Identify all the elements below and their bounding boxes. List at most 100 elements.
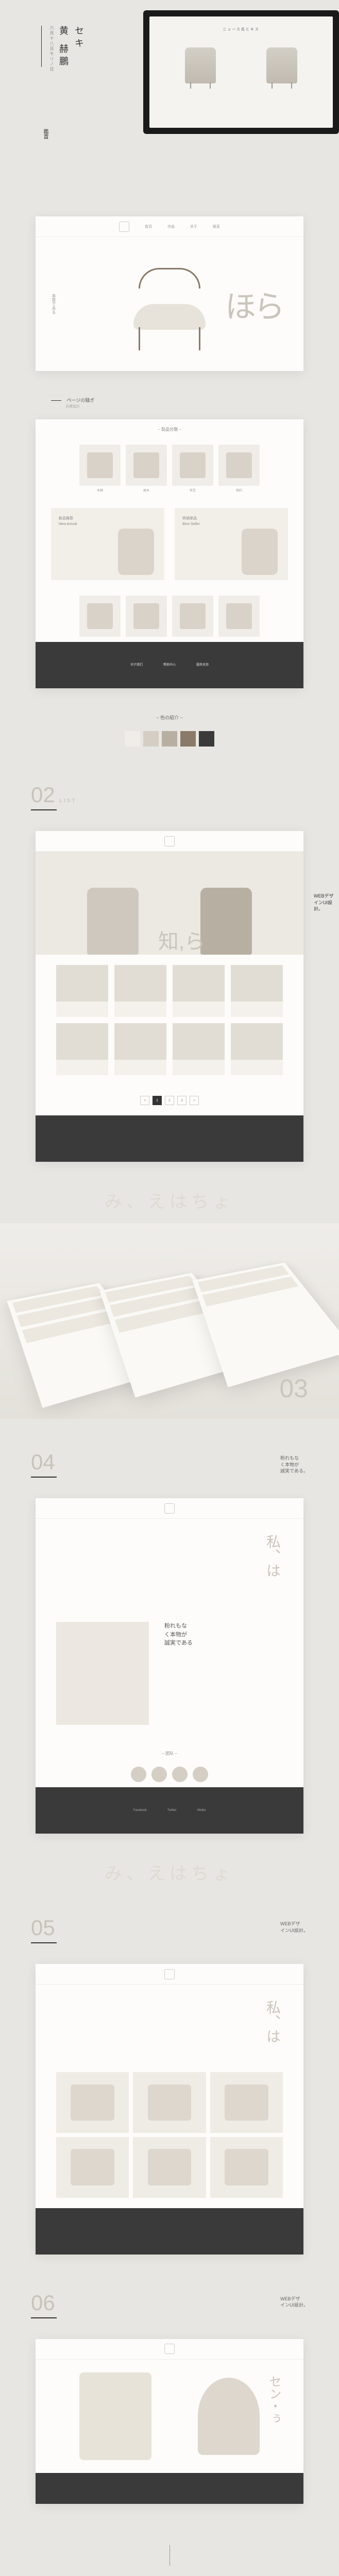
watermark-text: み、えはちょ — [0, 1177, 339, 1223]
avatar[interactable] — [193, 1767, 208, 1782]
social-button[interactable]: Facebook — [133, 1809, 147, 1812]
section-underline — [31, 1942, 57, 1943]
gallery-item[interactable] — [210, 2072, 283, 2133]
section-05-side: WEBデザ インUI設計。 — [280, 1921, 308, 1934]
chair-thumb — [242, 529, 278, 575]
social-button[interactable]: Weibo — [197, 1809, 206, 1812]
monitor-chair-row — [160, 47, 323, 83]
feature-left[interactable]: 新品推荐New Arrival — [51, 508, 164, 580]
grid-item[interactable] — [231, 965, 283, 1017]
chair-silhouette — [266, 47, 297, 83]
monitor-header-text: ニュース花とキス — [160, 27, 323, 32]
intro-sublabel: 兵庫設計 — [65, 405, 80, 409]
page-num[interactable]: 1 — [152, 1096, 162, 1105]
logo-icon[interactable] — [164, 1503, 175, 1514]
about-vertical-kana: 私、は — [262, 1534, 283, 1578]
swatch — [162, 731, 177, 747]
title-footer-label: 鑑賞 — [41, 129, 49, 139]
hero-chair — [87, 888, 139, 955]
about-photo — [56, 1622, 149, 1725]
section-intro-label: ページの騒ぎ 兵庫設計 — [36, 386, 303, 419]
title-main: 黄 赫鵬 — [57, 26, 70, 69]
hero-vertical-text: 本質である — [51, 294, 57, 314]
desktop-monitor-mockup: ニュース花とキス — [143, 10, 339, 134]
grid-item[interactable] — [173, 1023, 225, 1075]
product-card[interactable] — [79, 596, 121, 637]
hero-section: 六月十八日モリノ日 黄 赫鵬 セキ 鑑賞 ニュース花とキス — [0, 0, 339, 216]
footer-col: 关于我们 — [130, 663, 143, 668]
page-next[interactable]: > — [190, 1096, 199, 1105]
mockup-page-home: 首页 作品 关于 联系 本質である ほら — [36, 216, 303, 371]
swatch — [125, 731, 140, 747]
mockup-page-about: 私、は 粉れもな く本物が 誠実である − 团队 − Facebook Twit… — [36, 1498, 303, 1834]
title-rule — [41, 26, 42, 67]
portfolio-page: 六月十八日モリノ日 黄 赫鵬 セキ 鑑賞 ニュース花とキス 首页 作品 关于 联… — [0, 0, 339, 2576]
site-nav — [36, 2339, 303, 2360]
grid-item[interactable] — [56, 965, 108, 1017]
logo-icon[interactable] — [164, 836, 175, 846]
page-prev[interactable]: < — [140, 1096, 149, 1105]
nav-link[interactable]: 作品 — [167, 224, 175, 229]
avatar[interactable] — [151, 1767, 167, 1782]
site-nav — [36, 1964, 303, 1985]
nav-link[interactable]: 联系 — [213, 224, 220, 229]
swatch — [143, 731, 159, 747]
label-rule — [51, 400, 61, 401]
nav-link[interactable]: 关于 — [190, 224, 197, 229]
product-card[interactable] — [172, 596, 213, 637]
product-card[interactable] — [126, 596, 167, 637]
product-card[interactable]: 木椅 — [79, 445, 121, 493]
grid-item[interactable] — [173, 965, 225, 1017]
product-card[interactable]: 原木 — [126, 445, 167, 493]
gallery-vertical-kana: 私、は — [262, 2000, 283, 2043]
color-swatch-row — [0, 731, 339, 762]
page-num[interactable]: 2 — [165, 1096, 174, 1105]
grid-item[interactable] — [114, 965, 166, 1017]
section-06-divider: 06 WEBデザ インUI設計。 — [0, 2270, 339, 2339]
gallery-item[interactable] — [210, 2137, 283, 2198]
product-card[interactable]: 简约 — [218, 445, 260, 493]
gallery-item[interactable] — [56, 2072, 129, 2133]
chair-thumb — [118, 529, 154, 575]
color-section-label: − 色の紹介 − — [0, 704, 339, 731]
avatar[interactable] — [172, 1767, 188, 1782]
logo-icon[interactable] — [119, 222, 129, 232]
swatch — [180, 731, 196, 747]
site-nav — [36, 1498, 303, 1519]
chair-silhouette — [185, 47, 216, 83]
product-row: 木椅 原木 布艺 简约 — [36, 439, 303, 498]
grid-item[interactable] — [56, 1023, 108, 1075]
site-nav — [36, 831, 303, 852]
gallery-item[interactable] — [56, 2137, 129, 2198]
site-footer: 关于我们 帮助中心 服务支持 — [36, 642, 303, 688]
footer-col: 服务支持 — [196, 663, 209, 668]
nav-link[interactable]: 首页 — [145, 224, 152, 229]
site-footer — [36, 2208, 303, 2255]
avatar[interactable] — [131, 1767, 146, 1782]
site-footer — [36, 2473, 303, 2504]
social-button[interactable]: Twitter — [167, 1809, 177, 1812]
list-hero: 知,ら — [36, 852, 303, 955]
section-number: 05 — [31, 1916, 55, 1940]
page-num[interactable]: 3 — [177, 1096, 187, 1105]
gallery-item[interactable] — [133, 2072, 206, 2133]
grid-item[interactable] — [231, 1023, 283, 1075]
gallery-item[interactable] — [133, 2137, 206, 2198]
detail-vertical-kana: セン・ぅ — [265, 2375, 283, 2425]
section-03-perspective: 03 — [0, 1223, 339, 1419]
logo-icon[interactable] — [164, 2344, 175, 2354]
feature-right[interactable]: 热销单品Best Seller — [175, 508, 288, 580]
mockup-page-home-body: − 製品分類 − 木椅 原木 布艺 简约 新品推荐New Arrival 热销单… — [36, 419, 303, 688]
team-label: − 团队 − — [36, 1745, 303, 1761]
about-hero: 粉れもな く本物が 誠実である — [36, 1601, 303, 1745]
product-grid — [36, 955, 303, 1086]
detail-product-image — [79, 2372, 151, 2460]
section-number: 02 — [31, 783, 55, 807]
product-card[interactable] — [218, 596, 260, 637]
grid-item[interactable] — [114, 1023, 166, 1075]
logo-icon[interactable] — [164, 1969, 175, 1979]
section-number: 04 — [31, 1450, 55, 1475]
section-04-divider: 04 粉れもな く本物が 誠実である。 — [0, 1429, 339, 1498]
product-card[interactable]: 布艺 — [172, 445, 213, 493]
swatch — [199, 731, 214, 747]
